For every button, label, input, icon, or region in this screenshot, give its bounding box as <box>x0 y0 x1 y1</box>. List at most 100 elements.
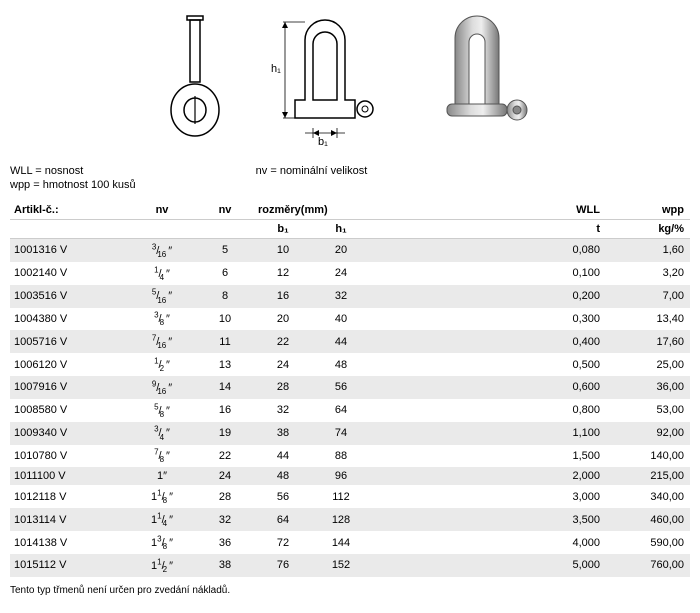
cell-wll: 3,000 <box>526 485 620 508</box>
cell-wll: 0,500 <box>526 353 620 376</box>
cell-nv-mm: 14 <box>196 376 254 399</box>
cell-nv-mm: 10 <box>196 308 254 331</box>
cell-wpp: 25,00 <box>620 353 690 376</box>
table-row: 1013114 V11/4″32641283,500460,00 <box>10 508 690 531</box>
cell-b1: 24 <box>254 353 312 376</box>
cell-artikl: 1005716 V <box>10 330 128 353</box>
cell-nv-inch: 3/4″ <box>128 422 196 445</box>
cell-nv-mm: 22 <box>196 445 254 468</box>
cell-wpp: 13,40 <box>620 308 690 331</box>
cell-h1: 112 <box>312 485 370 508</box>
cell-nv-inch: 7/8″ <box>128 445 196 468</box>
cell-artikl: 1015112 V <box>10 554 128 577</box>
legend-nv: nv = nominální velikost <box>256 165 368 177</box>
cell-b1: 16 <box>254 285 312 308</box>
cell-nv-inch: 5/8″ <box>128 399 196 422</box>
cell-h1: 88 <box>312 445 370 468</box>
table-row: 1010780 V7/8″2244881,500140,00 <box>10 445 690 468</box>
cell-artikl: 1007916 V <box>10 376 128 399</box>
cell-nv-inch: 11/2″ <box>128 554 196 577</box>
cell-nv-mm: 28 <box>196 485 254 508</box>
cell-h1: 40 <box>312 308 370 331</box>
cell-b1: 64 <box>254 508 312 531</box>
cell-wll: 0,080 <box>526 239 620 262</box>
cell-wll: 1,100 <box>526 422 620 445</box>
label-b1: b₁ <box>318 136 328 148</box>
cell-nv-mm: 8 <box>196 285 254 308</box>
cell-b1: 48 <box>254 467 312 485</box>
th-t: t <box>526 220 620 239</box>
cell-h1: 152 <box>312 554 370 577</box>
cell-wll: 0,400 <box>526 330 620 353</box>
header-row-1: Artikl-č.: nv nv rozměry(mm) WLL wpp <box>10 201 690 220</box>
table-row: 1004380 V3/8″1020400,30013,40 <box>10 308 690 331</box>
cell-nv-mm: 13 <box>196 353 254 376</box>
cell-h1: 48 <box>312 353 370 376</box>
cell-b1: 72 <box>254 531 312 554</box>
cell-nv-inch: 11/4″ <box>128 508 196 531</box>
cell-nv-inch: 1″ <box>128 467 196 485</box>
cell-nv-mm: 24 <box>196 467 254 485</box>
table-row: 1014138 V13/8″36721444,000590,00 <box>10 531 690 554</box>
cell-wpp: 590,00 <box>620 531 690 554</box>
th-artikl: Artikl-č.: <box>10 201 128 220</box>
cell-nv-inch: 1/2″ <box>128 353 196 376</box>
cell-wll: 5,000 <box>526 554 620 577</box>
cell-h1: 128 <box>312 508 370 531</box>
cell-nv-mm: 11 <box>196 330 254 353</box>
legend-wll: WLL = nosnost <box>10 165 136 177</box>
table-body: 1001316 V3/16″510200,0801,601002140 V1/4… <box>10 239 690 577</box>
table-row: 1008580 V5/8″1632640,80053,00 <box>10 399 690 422</box>
cell-wpp: 1,60 <box>620 239 690 262</box>
cell-artikl: 1011100 V <box>10 467 128 485</box>
cell-wpp: 7,00 <box>620 285 690 308</box>
cell-wll: 0,200 <box>526 285 620 308</box>
cell-b1: 28 <box>254 376 312 399</box>
cell-wll: 0,800 <box>526 399 620 422</box>
cell-nv-mm: 32 <box>196 508 254 531</box>
cell-h1: 20 <box>312 239 370 262</box>
diagram-row: h₁ b₁ <box>10 10 690 150</box>
cell-wll: 3,500 <box>526 508 620 531</box>
cell-wll: 0,600 <box>526 376 620 399</box>
th-rozmery: rozměry(mm) <box>254 201 370 220</box>
cell-wpp: 92,00 <box>620 422 690 445</box>
th-b1: b₁ <box>254 220 312 239</box>
cell-b1: 12 <box>254 262 312 285</box>
cell-wpp: 460,00 <box>620 508 690 531</box>
table-row: 1007916 V9/16″1428560,60036,00 <box>10 376 690 399</box>
th-h1: h₁ <box>312 220 370 239</box>
cell-h1: 32 <box>312 285 370 308</box>
spec-table: Artikl-č.: nv nv rozměry(mm) WLL wpp b₁ … <box>10 201 690 577</box>
cell-wpp: 760,00 <box>620 554 690 577</box>
legend: WLL = nosnost wpp = hmotnost 100 kusů nv… <box>10 165 690 191</box>
th-nv2: nv <box>196 201 254 220</box>
cell-nv-inch: 1/4″ <box>128 262 196 285</box>
cell-nv-inch: 11/8″ <box>128 485 196 508</box>
cell-b1: 22 <box>254 330 312 353</box>
cell-wpp: 340,00 <box>620 485 690 508</box>
legend-wpp: wpp = hmotnost 100 kusů <box>10 179 136 191</box>
table-row: 1015112 V11/2″38761525,000760,00 <box>10 554 690 577</box>
diagram-shackle-photo <box>425 10 535 140</box>
cell-nv-mm: 36 <box>196 531 254 554</box>
cell-artikl: 1014138 V <box>10 531 128 554</box>
th-wll: WLL <box>526 201 620 220</box>
cell-b1: 38 <box>254 422 312 445</box>
table-row: 1006120 V1/2″1324480,50025,00 <box>10 353 690 376</box>
cell-h1: 144 <box>312 531 370 554</box>
cell-b1: 44 <box>254 445 312 468</box>
cell-b1: 76 <box>254 554 312 577</box>
cell-h1: 74 <box>312 422 370 445</box>
table-row: 1003516 V5/16″816320,2007,00 <box>10 285 690 308</box>
cell-artikl: 1010780 V <box>10 445 128 468</box>
cell-wpp: 140,00 <box>620 445 690 468</box>
table-row: 1001316 V3/16″510200,0801,60 <box>10 239 690 262</box>
cell-nv-inch: 9/16″ <box>128 376 196 399</box>
cell-b1: 10 <box>254 239 312 262</box>
cell-artikl: 1004380 V <box>10 308 128 331</box>
th-nv1: nv <box>128 201 196 220</box>
cell-wll: 4,000 <box>526 531 620 554</box>
cell-artikl: 1009340 V <box>10 422 128 445</box>
table-row: 1002140 V1/4″612240,1003,20 <box>10 262 690 285</box>
